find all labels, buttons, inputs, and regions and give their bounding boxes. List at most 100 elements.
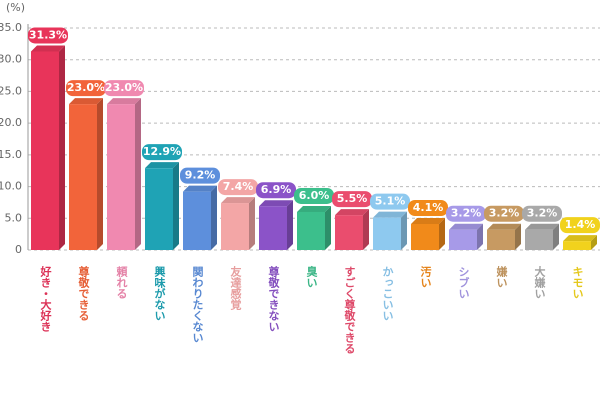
value-label: 3.2% bbox=[451, 207, 482, 220]
x-tick-label: 尊敬できる bbox=[77, 265, 91, 322]
bar-side bbox=[515, 223, 521, 250]
value-label: 5.5% bbox=[337, 192, 368, 205]
value-label-box bbox=[142, 144, 182, 161]
x-tick-label: すごく尊敬できる bbox=[343, 266, 357, 355]
bar bbox=[31, 51, 59, 251]
bar bbox=[335, 215, 363, 250]
value-label-box bbox=[332, 191, 372, 208]
value-label-box bbox=[256, 182, 296, 199]
bar bbox=[69, 104, 97, 250]
x-tick-label: 頼れる bbox=[115, 265, 129, 300]
x-tick-label: 好き・大好き bbox=[39, 265, 53, 333]
x-tick-label: 興味がない bbox=[153, 265, 166, 321]
x-tick-label: 臭い bbox=[305, 265, 318, 288]
y-tick-label: 5.0 bbox=[5, 211, 23, 224]
bar-top bbox=[297, 205, 331, 212]
value-label: 9.2% bbox=[185, 169, 216, 182]
bar-top bbox=[183, 185, 217, 192]
x-tick-label: 汚い bbox=[419, 265, 432, 288]
value-label-box bbox=[408, 199, 448, 216]
bar-top bbox=[69, 98, 103, 105]
value-label-box bbox=[560, 217, 600, 234]
bar-top bbox=[335, 209, 369, 216]
bar bbox=[297, 211, 325, 250]
bar-side bbox=[363, 209, 369, 250]
x-tick-label: かっこいい bbox=[381, 266, 394, 321]
bar bbox=[145, 168, 173, 250]
bar-top bbox=[563, 235, 597, 242]
bar bbox=[411, 223, 439, 250]
value-label: 4.1% bbox=[413, 201, 444, 214]
bar-side bbox=[97, 98, 103, 250]
bar-top bbox=[145, 162, 179, 169]
y-tick-label: 10.0 bbox=[0, 180, 22, 193]
bar bbox=[487, 229, 515, 250]
value-label: 23.0% bbox=[67, 81, 105, 94]
value-label-box bbox=[104, 80, 144, 97]
x-tick-label: 友達感覚 bbox=[229, 265, 243, 311]
bar-top bbox=[107, 98, 141, 105]
y-axis-label: (%) bbox=[6, 1, 25, 14]
bar-top bbox=[373, 211, 407, 218]
bar-side bbox=[477, 223, 483, 250]
x-tick-label: 嫌い bbox=[495, 265, 509, 288]
bar bbox=[107, 104, 135, 250]
bar-side bbox=[211, 185, 217, 250]
value-label: 6.9% bbox=[261, 183, 292, 196]
bar-top bbox=[31, 45, 65, 52]
value-label-box bbox=[370, 193, 410, 210]
value-label: 12.9% bbox=[143, 145, 181, 158]
bar-side bbox=[553, 223, 559, 250]
x-tick-label: 尊敬できない bbox=[267, 265, 281, 332]
x-tick-label: キモい bbox=[571, 266, 584, 299]
bar-top bbox=[411, 217, 445, 224]
x-tick-label: 大嫌い bbox=[533, 265, 547, 299]
value-label-box bbox=[522, 205, 562, 222]
value-label: 3.2% bbox=[489, 207, 520, 220]
bar bbox=[563, 241, 591, 250]
bar-side bbox=[325, 205, 331, 250]
value-label-box bbox=[446, 205, 486, 222]
bar-side bbox=[287, 200, 293, 250]
y-tick-label: 25.0 bbox=[0, 84, 22, 97]
value-label: 6.0% bbox=[299, 189, 330, 202]
value-label: 31.3% bbox=[29, 28, 67, 41]
bar-side bbox=[173, 162, 179, 250]
value-label-box bbox=[218, 179, 258, 196]
bar-side bbox=[439, 217, 445, 250]
bar bbox=[525, 229, 553, 250]
y-tick-label: 20.0 bbox=[0, 116, 22, 129]
value-label-box bbox=[294, 187, 334, 204]
value-label: 3.2% bbox=[527, 207, 558, 220]
bar-top bbox=[449, 223, 483, 230]
value-label-box bbox=[180, 167, 220, 184]
x-tick-label: 関わりたくない bbox=[191, 266, 204, 343]
value-label: 23.0% bbox=[105, 81, 143, 94]
bar-top bbox=[221, 197, 255, 204]
bar-side bbox=[59, 45, 65, 251]
x-tick-label: シブい bbox=[457, 266, 470, 299]
bar-side bbox=[135, 98, 141, 250]
bar-top bbox=[525, 223, 559, 230]
y-tick-label: 35.0 bbox=[0, 21, 22, 34]
bar bbox=[259, 206, 287, 250]
value-label-box bbox=[66, 80, 106, 97]
y-tick-label: 30.0 bbox=[0, 53, 22, 66]
bar bbox=[373, 217, 401, 250]
bar-side bbox=[249, 197, 255, 250]
y-tick-label: 0 bbox=[15, 243, 22, 256]
value-label-box bbox=[484, 205, 524, 222]
value-label: 7.4% bbox=[223, 180, 254, 193]
bar-top bbox=[487, 223, 521, 230]
y-tick-label: 15.0 bbox=[0, 148, 22, 161]
value-label: 1.4% bbox=[565, 218, 596, 231]
bar bbox=[449, 229, 477, 250]
bar-side bbox=[591, 235, 597, 250]
bar bbox=[183, 191, 211, 250]
bar-side bbox=[401, 211, 407, 250]
bar bbox=[221, 203, 249, 250]
bar-top bbox=[259, 200, 293, 207]
value-label: 5.1% bbox=[375, 195, 406, 208]
value-label-box bbox=[28, 27, 68, 44]
